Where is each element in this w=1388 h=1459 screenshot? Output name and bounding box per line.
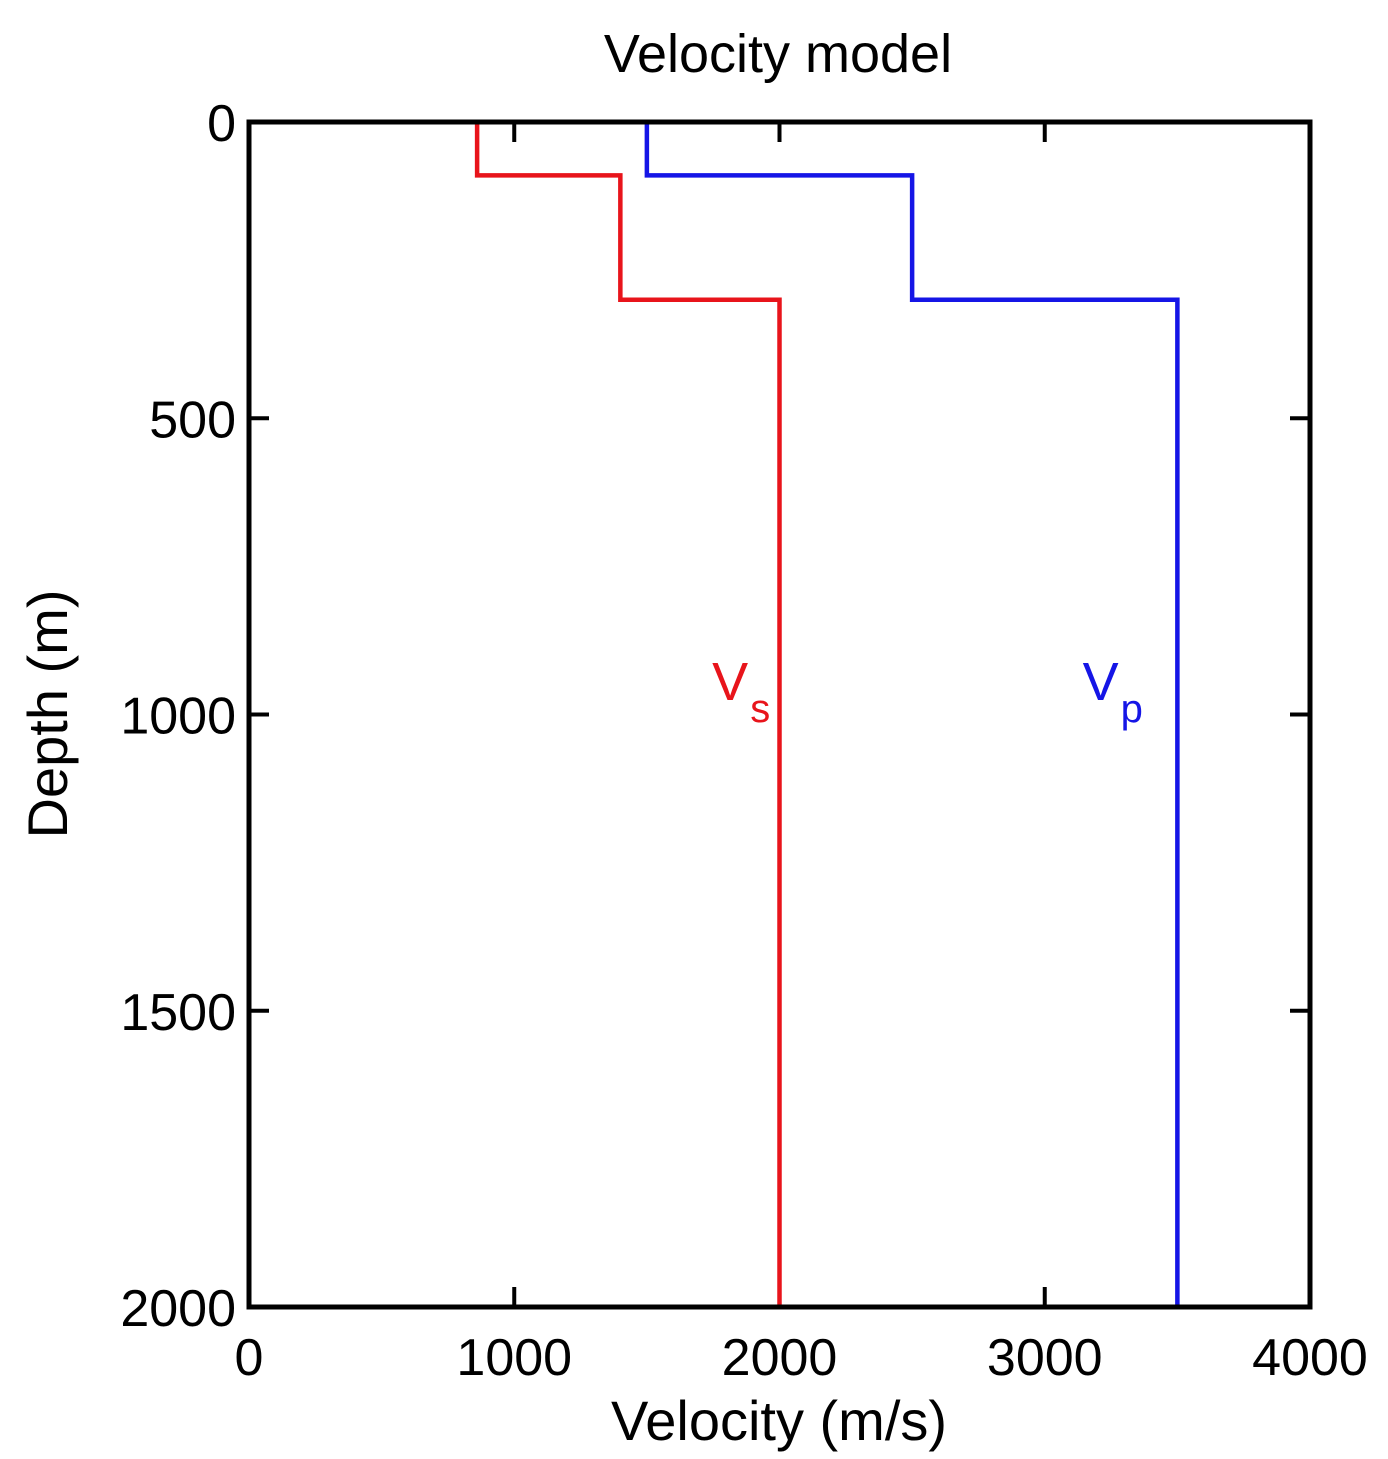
y-tick-label: 500 — [149, 391, 236, 449]
chart-title: Velocity model — [604, 24, 952, 84]
x-tick-label: 3000 — [987, 1329, 1103, 1387]
plot-frame — [246, 119, 1313, 1310]
x-axis-label: Velocity (m/s) — [611, 1389, 947, 1452]
series-line-vp — [644, 122, 1180, 1307]
x-tick-label: 1000 — [456, 1329, 572, 1387]
tick-group: 0 1000 2000 3000 4000 0 500 1000 1500 2000 — [120, 95, 1368, 1387]
y-tick-label: 2000 — [120, 1280, 236, 1338]
x-tick-label: 4000 — [1252, 1329, 1368, 1387]
x-tick-label: 0 — [235, 1329, 264, 1387]
y-tick-label: 1000 — [120, 688, 236, 746]
series-label-vs: Vs — [712, 652, 770, 731]
y-axis-label: Depth (m) — [16, 590, 79, 839]
x-tick-label: 2000 — [722, 1329, 838, 1387]
series-group: Vs Vp — [474, 122, 1180, 1307]
y-tick-label: 1500 — [120, 984, 236, 1042]
y-tick-label: 0 — [207, 95, 236, 153]
series-label-vp: Vp — [1083, 652, 1143, 731]
series-line-vs — [474, 122, 782, 1307]
